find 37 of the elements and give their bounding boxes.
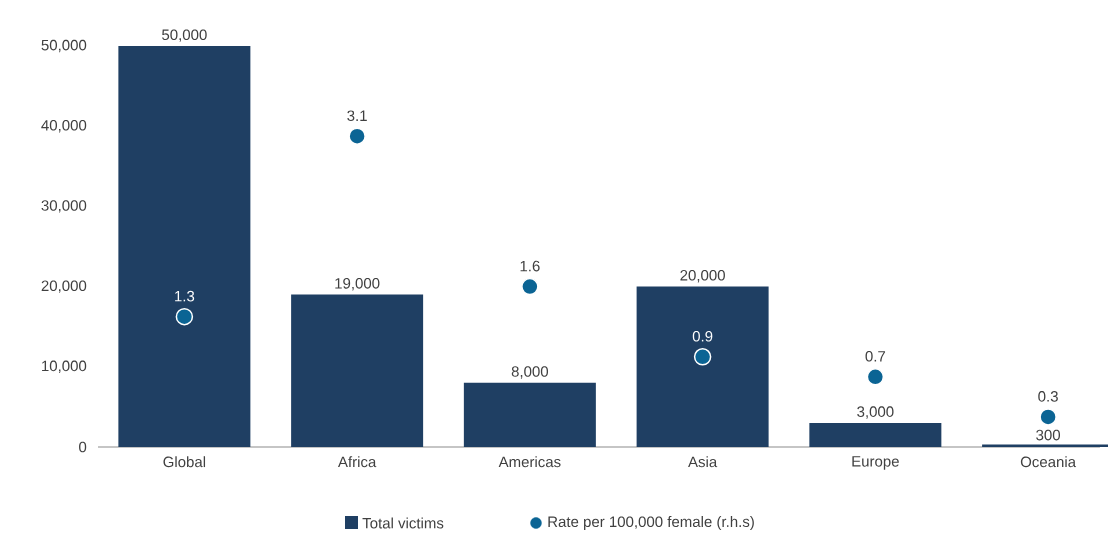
data-label: 8,000 xyxy=(511,366,549,379)
point xyxy=(348,127,366,145)
x-tick-label: Europe xyxy=(852,456,899,470)
data-label: 300 xyxy=(1036,429,1061,441)
bar xyxy=(291,294,424,447)
x-tick-label: Oceania xyxy=(1020,456,1077,468)
legend-label: Total victims xyxy=(362,517,444,529)
bar xyxy=(636,286,769,447)
bar xyxy=(118,46,251,447)
x-tick-label: Africa xyxy=(337,456,377,468)
data-label: 1.3 xyxy=(175,290,195,302)
point xyxy=(866,368,885,386)
y-tick-label: 20,000 xyxy=(41,280,87,293)
data-label: 3,000 xyxy=(857,406,894,419)
data-label: 3.1 xyxy=(347,110,367,122)
x-tick-label: Global xyxy=(163,456,206,468)
point xyxy=(175,307,194,326)
data-label: 0.7 xyxy=(865,351,886,362)
data-label: 0.9 xyxy=(692,330,713,342)
y-tick-label: 0 xyxy=(79,441,87,453)
y-tick-label: 30,000 xyxy=(41,200,87,213)
data-label: 50,000 xyxy=(162,29,207,42)
x-tick-label: Americas xyxy=(498,456,561,468)
point xyxy=(693,348,712,366)
data-label: 0.3 xyxy=(1038,391,1058,402)
y-tick-label: 10,000 xyxy=(42,360,87,373)
y-tick-label: 50,000 xyxy=(41,39,87,53)
data-label: 20,000 xyxy=(680,270,725,283)
point xyxy=(521,277,539,296)
x-tick-label: Asia xyxy=(688,456,718,468)
point xyxy=(1039,408,1057,426)
y-tick-label: 40,000 xyxy=(41,120,87,133)
data-label: 19,000 xyxy=(335,278,380,291)
bar xyxy=(463,382,596,447)
data-label: 1.6 xyxy=(520,260,540,272)
bar xyxy=(809,422,942,447)
legend-label: Rate per 100,000 female (r.h.s) xyxy=(548,516,754,530)
